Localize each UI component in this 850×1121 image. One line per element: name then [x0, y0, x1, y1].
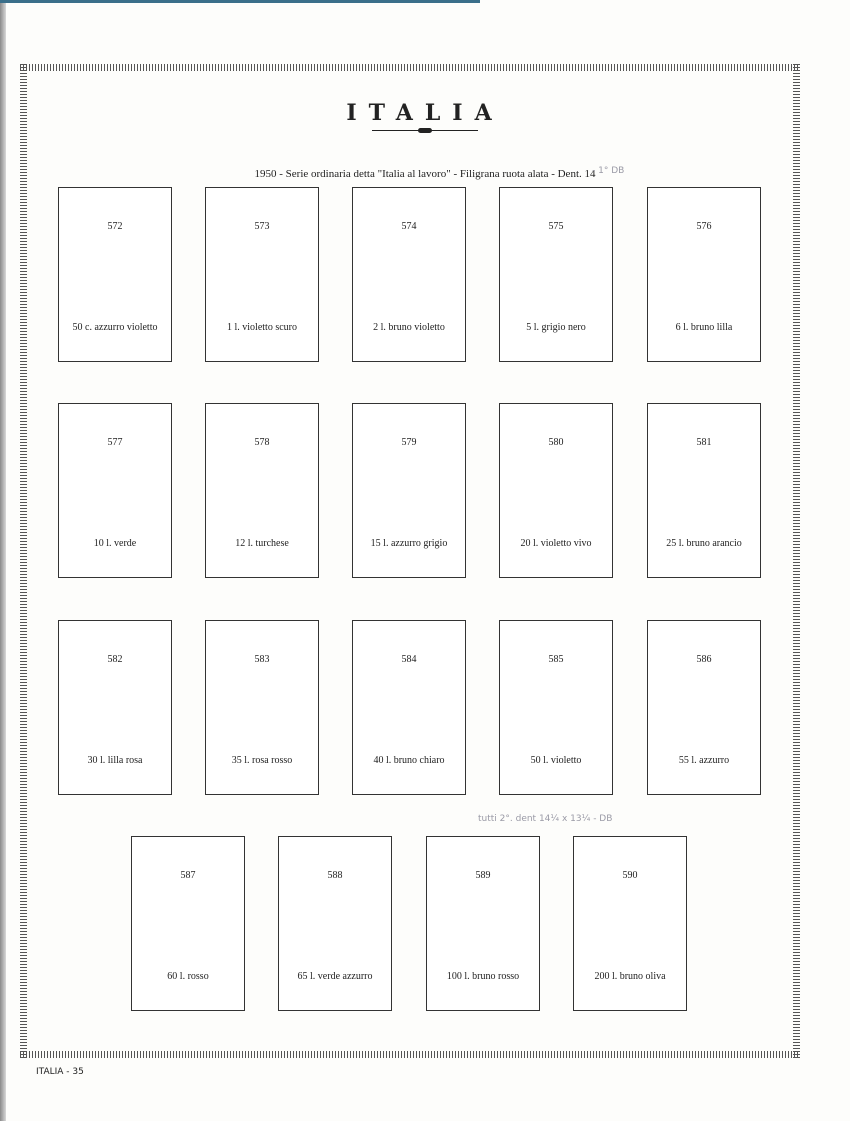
stamp-number: 573 — [254, 221, 270, 232]
stamp-number: 586 — [696, 654, 712, 665]
stamp-space: 576 6 l. bruno lilla — [647, 187, 761, 362]
stamp-description: 25 l. bruno arancio — [666, 538, 742, 549]
scan-edge — [0, 0, 6, 1121]
stamp-space: 573 1 l. violetto scuro — [205, 187, 319, 362]
stamp-space: 574 2 l. bruno violetto — [352, 187, 466, 362]
stamp-number: 584 — [401, 654, 417, 665]
stamp-description: 60 l. rosso — [167, 971, 209, 982]
stamp-space: 588 65 l. verde azzurro — [278, 836, 392, 1011]
stamp-space: 582 30 l. lilla rosa — [58, 620, 172, 795]
stamp-space: 584 40 l. bruno chiaro — [352, 620, 466, 795]
stamp-number: 576 — [696, 221, 712, 232]
page-border — [20, 64, 800, 1058]
stamp-description: 1 l. violetto scuro — [227, 322, 297, 333]
stamp-number: 585 — [548, 654, 564, 665]
stamp-space: 575 5 l. grigio nero — [499, 187, 613, 362]
stamp-number: 588 — [327, 870, 343, 881]
stamp-description: 2 l. bruno violetto — [373, 322, 445, 333]
stamp-number: 590 — [622, 870, 638, 881]
border-right — [793, 64, 800, 1058]
stamp-number: 577 — [107, 437, 123, 448]
stamp-description: 40 l. bruno chiaro — [373, 755, 445, 766]
stamp-description: 5 l. grigio nero — [526, 322, 586, 333]
scan-top-edge — [0, 0, 480, 3]
stamp-description: 55 l. azzurro — [678, 755, 730, 766]
stamp-description: 50 c. azzurro violetto — [72, 322, 158, 333]
stamp-description: 200 l. bruno oliva — [594, 971, 666, 982]
border-bottom — [20, 1051, 800, 1058]
stamp-description: 100 l. bruno rosso — [446, 971, 520, 982]
handwritten-note: - 1° DB — [592, 166, 625, 176]
stamp-number: 582 — [107, 654, 123, 665]
stamp-number: 574 — [401, 221, 417, 232]
stamp-space: 583 35 l. rosa rosso — [205, 620, 319, 795]
title-ornament — [372, 128, 478, 133]
stamp-description: 6 l. bruno lilla — [675, 322, 733, 333]
stamp-space: 590 200 l. bruno oliva — [573, 836, 687, 1011]
stamp-description: 12 l. turchese — [235, 538, 289, 549]
stamp-space: 581 25 l. bruno arancio — [647, 403, 761, 578]
stamp-number: 589 — [475, 870, 491, 881]
stamp-description: 15 l. azzurro grigio — [370, 538, 448, 549]
series-subtitle: 1950 - Serie ordinaria detta "Italia al … — [254, 168, 596, 180]
stamp-number: 580 — [548, 437, 564, 448]
stamp-space: 578 12 l. turchese — [205, 403, 319, 578]
stamp-number: 572 — [107, 221, 123, 232]
stamp-space: 577 10 l. verde — [58, 403, 172, 578]
stamp-space: 585 50 l. violetto — [499, 620, 613, 795]
stamp-number: 583 — [254, 654, 270, 665]
handwritten-note: tutti 2°. dent 14¼ x 13¼ - DB — [478, 814, 613, 824]
border-left — [20, 64, 27, 1058]
stamp-number: 578 — [254, 437, 270, 448]
stamp-description: 20 l. violetto vivo — [520, 538, 592, 549]
stamp-space: 580 20 l. violetto vivo — [499, 403, 613, 578]
stamp-space: 579 15 l. azzurro grigio — [352, 403, 466, 578]
page-footer: ITALIA - 35 — [36, 1067, 84, 1077]
stamp-number: 581 — [696, 437, 712, 448]
stamp-number: 575 — [548, 221, 564, 232]
stamp-number: 579 — [401, 437, 417, 448]
stamp-space: 587 60 l. rosso — [131, 836, 245, 1011]
stamp-description: 65 l. verde azzurro — [297, 971, 373, 982]
stamp-description: 35 l. rosa rosso — [231, 755, 293, 766]
stamp-description: 10 l. verde — [93, 538, 137, 549]
stamp-space: 589 100 l. bruno rosso — [426, 836, 540, 1011]
stamp-number: 587 — [180, 870, 196, 881]
stamp-description: 30 l. lilla rosa — [87, 755, 143, 766]
stamp-space: 572 50 c. azzurro violetto — [58, 187, 172, 362]
stamp-description: 50 l. violetto — [530, 755, 582, 766]
border-top — [20, 64, 800, 71]
page-title: ITALIA — [346, 100, 504, 126]
stamp-space: 586 55 l. azzurro — [647, 620, 761, 795]
